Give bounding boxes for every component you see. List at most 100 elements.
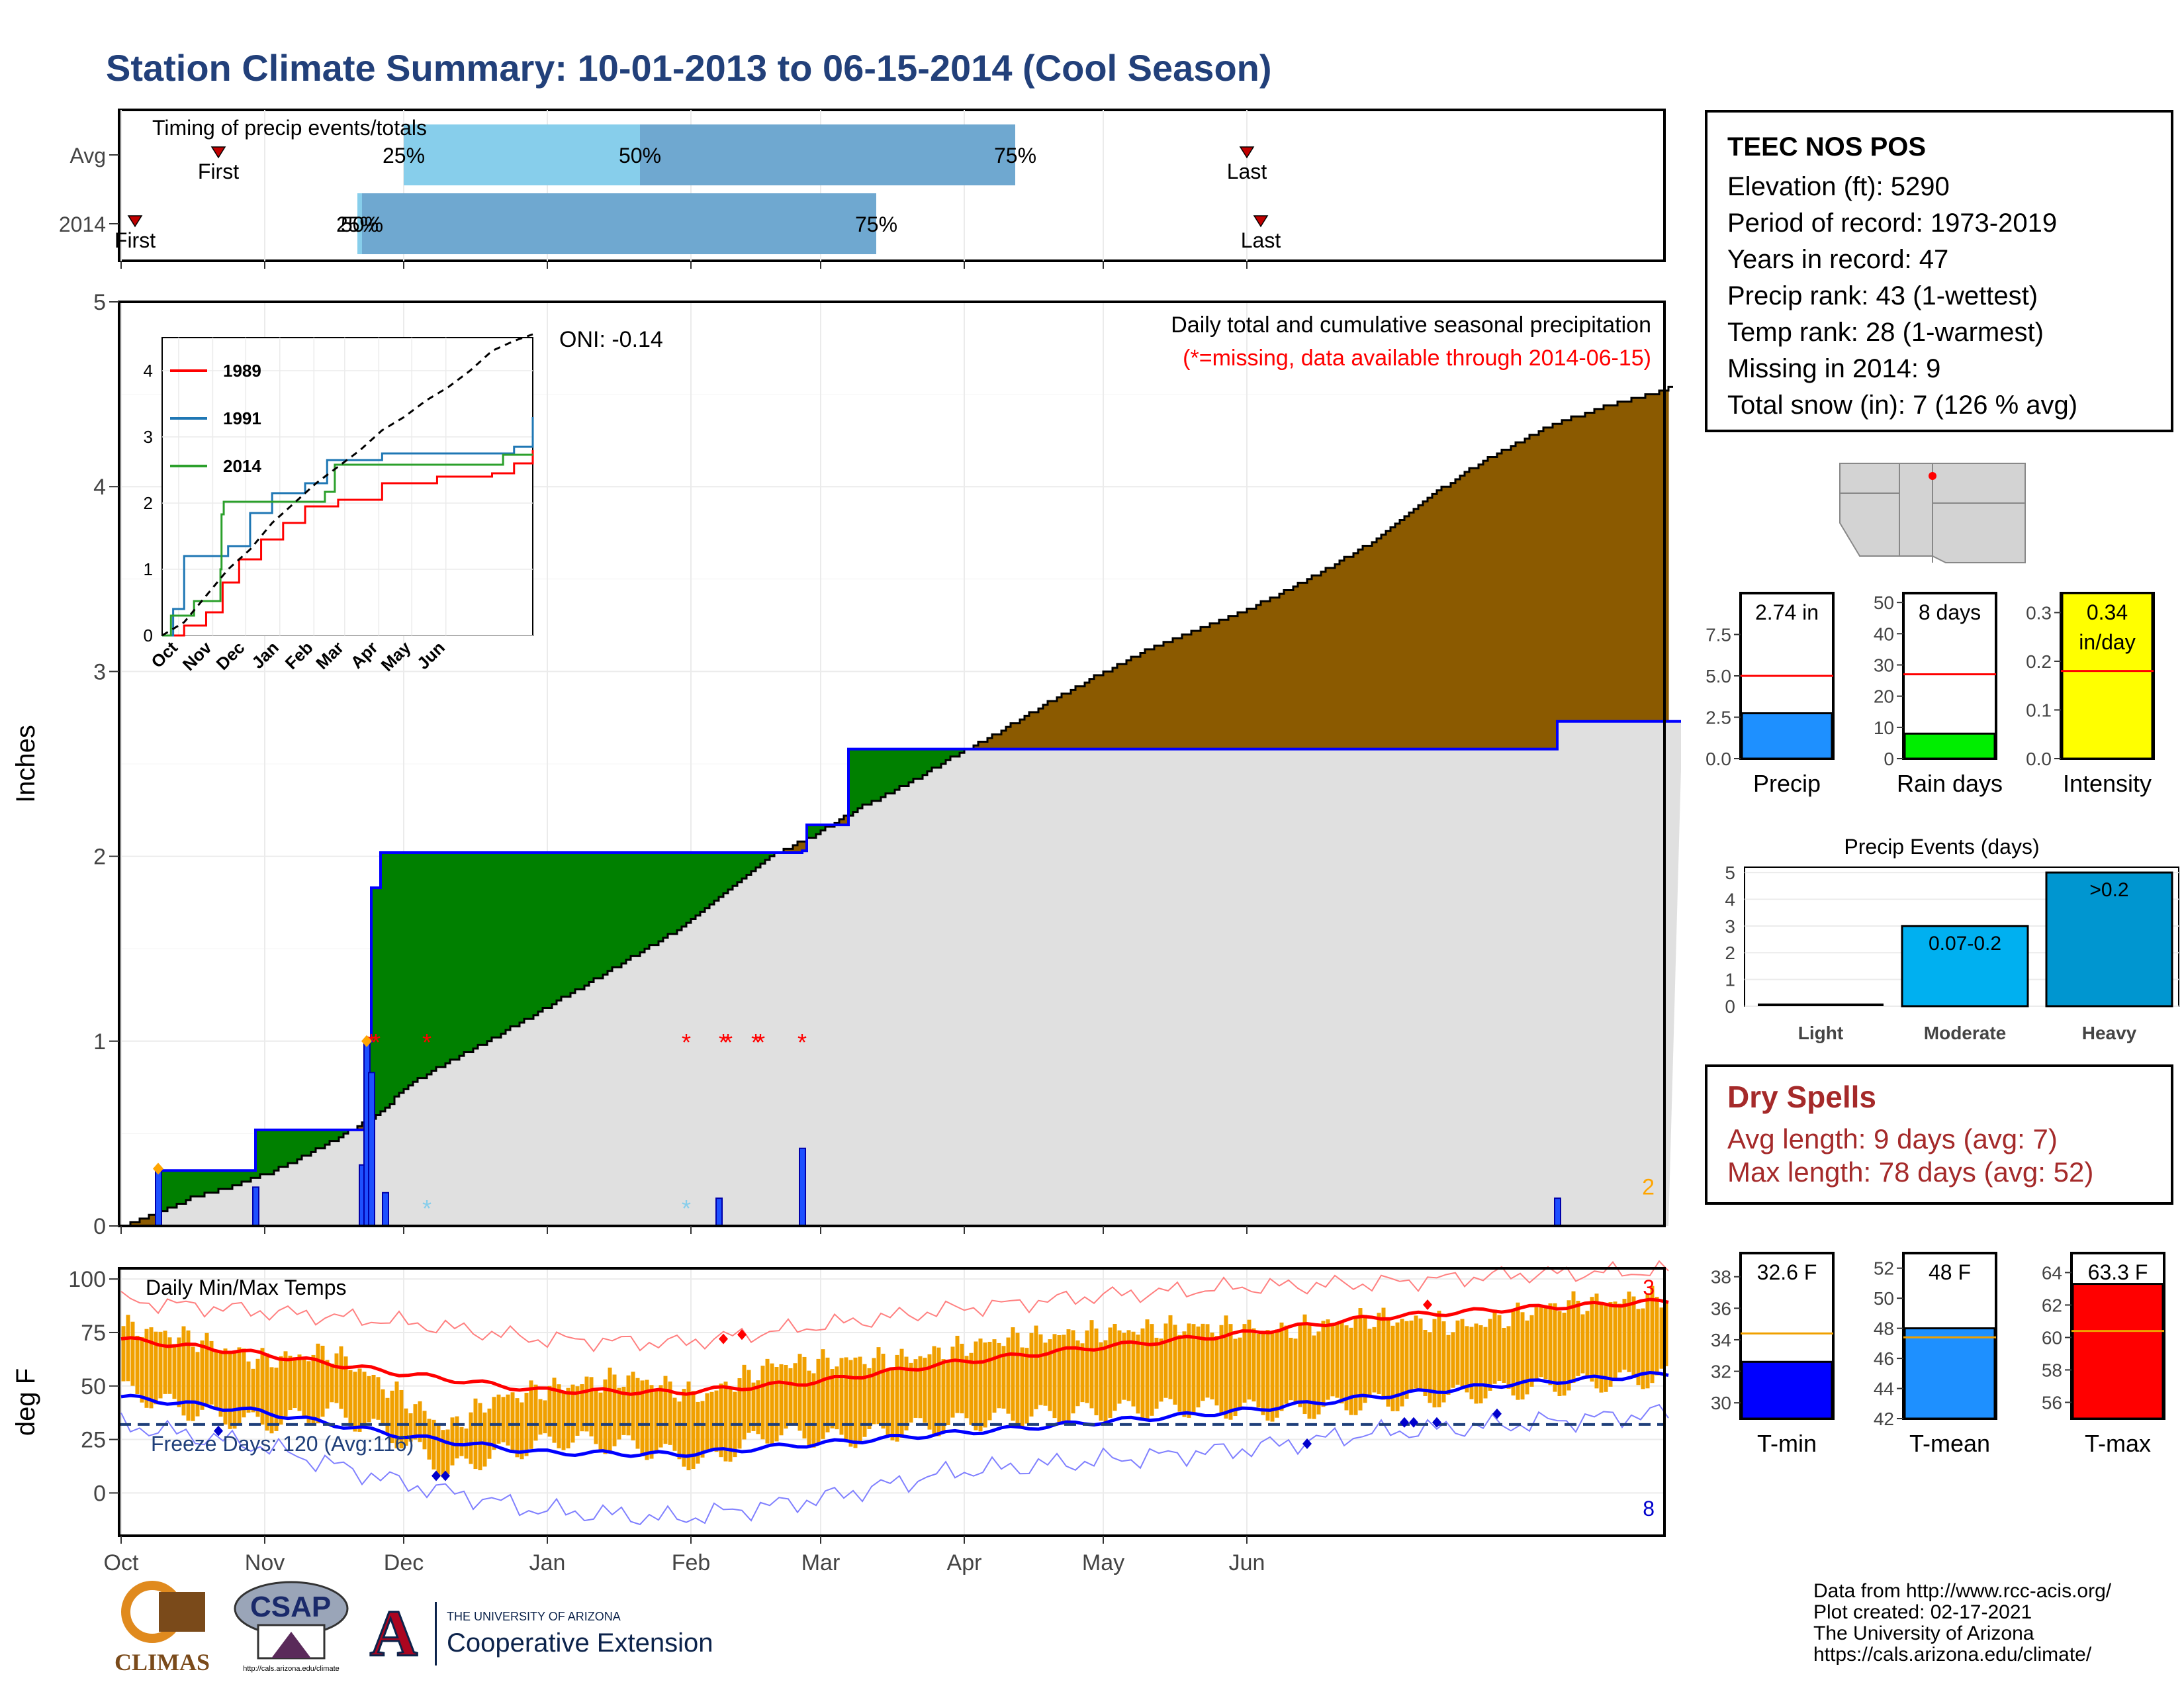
daily-temp-bar: [617, 1387, 621, 1440]
daily-temp-bar: [353, 1372, 357, 1432]
daily-temp-bar: [904, 1356, 909, 1430]
surplus-area: [867, 749, 872, 805]
daily-temp-bar: [621, 1386, 626, 1435]
daily-temp-bar: [1590, 1297, 1594, 1382]
daily-temp-bar: [751, 1382, 756, 1431]
daily-temp-bar: [1585, 1311, 1590, 1376]
deficit-area: [1275, 597, 1280, 749]
daily-temp-bar: [1210, 1333, 1214, 1400]
deficit-area: [793, 845, 798, 853]
inset-legend-label: 1991: [223, 408, 261, 428]
events-y-tick: 2: [1725, 943, 1735, 963]
surplus-area: [913, 749, 919, 779]
deficit-area: [1108, 671, 1113, 749]
deficit-area: [1182, 634, 1187, 749]
deficit-area: [784, 849, 789, 853]
surplus-area: [200, 1170, 205, 1197]
avg-cumulative-line: [121, 385, 1673, 1227]
daily-temp-bar: [1020, 1347, 1024, 1428]
surplus-area: [811, 825, 817, 838]
daily-temp-bar: [983, 1342, 987, 1428]
surplus-area: [626, 853, 631, 960]
daily-temp-bar: [788, 1368, 793, 1425]
gauge-x-label: Intensity: [2063, 770, 2152, 797]
record-max-marker: [1423, 1299, 1432, 1310]
daily-temp-bar: [1298, 1323, 1302, 1407]
surplus-area: [306, 1129, 312, 1156]
surplus-area: [482, 853, 488, 1045]
daily-temp-bar: [1428, 1332, 1432, 1403]
gauge-y-tick: 0.3: [2026, 602, 2052, 623]
daily-temp-bar: [1279, 1322, 1284, 1411]
daily-temp-bar: [1214, 1336, 1219, 1406]
daily-temp-bar: [1113, 1324, 1117, 1411]
daily-temp-bar: [1122, 1333, 1126, 1400]
max-record-count: 3: [1643, 1276, 1655, 1299]
deficit-area: [1562, 420, 1567, 722]
daily-temp-bar: [1159, 1338, 1163, 1402]
daily-temp-bar: [269, 1367, 274, 1434]
surplus-area: [228, 1170, 233, 1190]
deficit-area: [1613, 405, 1618, 722]
deficit-area: [1251, 608, 1257, 749]
deficit-area: [1492, 457, 1498, 749]
deficit-area: [1400, 520, 1405, 749]
daily-temp-bar: [987, 1342, 992, 1421]
page-title: Station Climate Summary: 10-01-2013 to 0…: [106, 47, 1272, 89]
daily-temp-bar: [1330, 1323, 1335, 1397]
daily-temp-bar: [700, 1401, 705, 1458]
surplus-area: [501, 853, 506, 1034]
deficit-area: [1224, 620, 1229, 749]
daily-temp-bar: [209, 1340, 214, 1405]
gauge-y-tick: 2.5: [1706, 708, 1731, 728]
first-label: First: [198, 160, 239, 183]
deficit-area: [1511, 445, 1516, 749]
first-marker: [127, 215, 143, 228]
deficit-area: [1302, 583, 1308, 749]
station-info-line: Total snow (in): 7 (126 % avg): [1727, 391, 2078, 420]
daily-temp-bar: [408, 1413, 413, 1442]
daily-temp-bar: [923, 1358, 927, 1423]
daily-temp-bar: [163, 1331, 167, 1394]
daily-temp-bar: [1395, 1322, 1400, 1411]
deficit-area: [1080, 686, 1085, 749]
surplus-area: [242, 1170, 247, 1182]
surplus-area: [381, 853, 386, 1111]
deficit-area: [1126, 660, 1132, 749]
deficit-area: [1238, 612, 1243, 749]
daily-temp-bar: [167, 1337, 172, 1394]
surplus-area: [269, 1129, 275, 1174]
daily-temp-bar: [404, 1408, 408, 1446]
deficit-area: [1020, 719, 1025, 749]
gauge-y-tick: 50: [1874, 1288, 1894, 1309]
daily-temp-bar: [728, 1389, 733, 1462]
surplus-area: [181, 1170, 187, 1204]
surplus-area: [858, 749, 863, 809]
daily-temp-bar: [1404, 1321, 1409, 1399]
x-tick-label: Dec: [384, 1550, 424, 1575]
deficit-area: [1446, 487, 1451, 749]
footer-line: Plot created: 02-17-2021: [1813, 1601, 2032, 1623]
daily-temp-bar: [825, 1357, 830, 1432]
daily-temp-bar: [969, 1352, 974, 1425]
daily-temp-bar: [594, 1388, 598, 1444]
deficit-area: [1117, 664, 1122, 749]
surplus-area: [478, 853, 483, 1045]
daily-temp-bar: [228, 1352, 232, 1429]
deficit-area: [1335, 564, 1340, 749]
y-tick-label: 4: [93, 475, 106, 500]
event-marker: [361, 1035, 372, 1047]
daily-temp-bar: [950, 1346, 955, 1418]
deficit-area: [1534, 435, 1539, 749]
surplus-area: [904, 749, 909, 786]
daily-temp-bar: [876, 1347, 881, 1425]
deficit-area: [1279, 594, 1285, 749]
daily-temp-bar: [1154, 1337, 1159, 1409]
inset-y-tick: 3: [144, 427, 153, 447]
daily-temp-bar: [1576, 1301, 1580, 1376]
surplus-area: [487, 853, 492, 1041]
x-tick-label: Jan: [529, 1550, 566, 1575]
surplus-area: [330, 1129, 335, 1141]
daily-temp-bar: [1520, 1312, 1525, 1400]
surplus-area: [533, 853, 539, 1015]
